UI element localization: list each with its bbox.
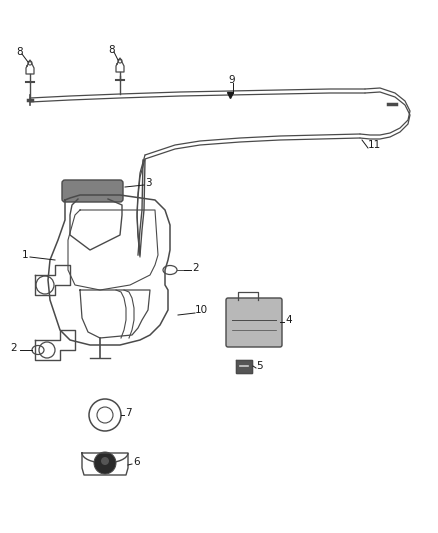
Text: 6: 6 <box>133 457 140 467</box>
Text: 9: 9 <box>228 75 235 85</box>
Text: 8: 8 <box>108 45 115 55</box>
FancyBboxPatch shape <box>226 298 282 347</box>
Text: 2: 2 <box>192 263 198 273</box>
Text: 2: 2 <box>10 343 17 353</box>
Text: 7: 7 <box>125 408 132 418</box>
Text: 5: 5 <box>256 361 263 371</box>
Text: 11: 11 <box>368 140 381 150</box>
Circle shape <box>94 452 116 474</box>
Polygon shape <box>236 360 252 373</box>
Circle shape <box>101 457 109 465</box>
Text: 3: 3 <box>145 178 152 188</box>
Text: 10: 10 <box>195 305 208 315</box>
Text: 1: 1 <box>22 250 28 260</box>
Text: 4: 4 <box>285 315 292 325</box>
Text: 8: 8 <box>16 47 23 57</box>
FancyBboxPatch shape <box>62 180 123 202</box>
